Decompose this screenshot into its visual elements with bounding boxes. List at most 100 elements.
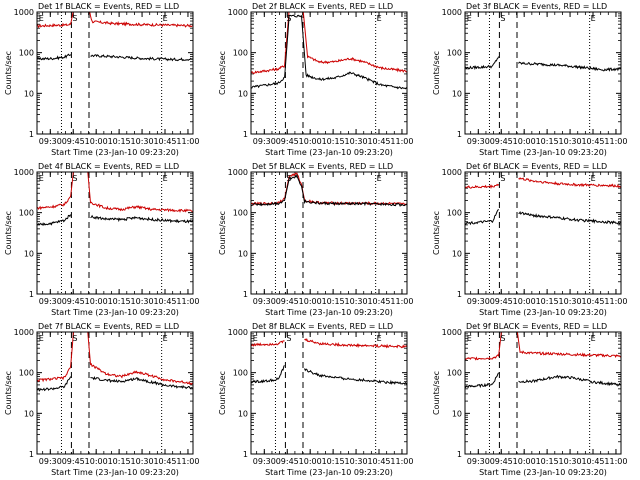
x-tick-label: 10:00 — [85, 137, 108, 146]
x-axis-label: Start Time (23-Jan-10 09:23:20) — [51, 148, 179, 157]
x-tick-label: 11:00 — [604, 457, 627, 466]
marker-label: S — [286, 174, 291, 183]
y-tick-label: 100 — [447, 209, 462, 218]
marker-label: E — [163, 174, 168, 183]
marker-label: E — [163, 14, 168, 23]
plot-panel: Det 1f BLACK = Events, RED = LLD Counts/s… — [4, 2, 199, 157]
marker-label: E — [591, 174, 596, 183]
x-tick-label: 10:00 — [85, 457, 108, 466]
plot-frame — [250, 331, 408, 455]
plot-title: Det 9f BLACK = Events, RED = LLD — [466, 322, 607, 331]
x-tick-label: 10:30 — [345, 137, 368, 146]
y-tick-label: 100 — [19, 209, 34, 218]
x-tick-label: 10:30 — [559, 137, 582, 146]
x-tick-label: 10:45 — [153, 457, 176, 466]
marker-label: S — [72, 334, 77, 343]
x-tick-label: 10:15 — [536, 457, 559, 466]
x-tick-label: 11:00 — [390, 137, 413, 146]
y-tick-label: 1 — [29, 450, 34, 459]
lld-series-line — [251, 340, 285, 347]
y-axis-label: Counts/sec — [218, 371, 227, 415]
lld-series-line — [465, 332, 502, 361]
lld-series-line — [251, 12, 407, 75]
plot-title: Det 6f BLACK = Events, RED = LLD — [466, 162, 607, 171]
y-tick-label: 1000 — [442, 8, 462, 17]
x-tick-label: 10:45 — [367, 137, 390, 146]
lld-series-line — [251, 172, 407, 206]
plot-frame — [250, 171, 408, 295]
marker-label: S — [500, 174, 505, 183]
y-tick-label: 10 — [238, 249, 248, 258]
marker-label: S — [72, 14, 77, 23]
marker-label: S — [500, 334, 505, 343]
marker-label: S — [500, 14, 505, 23]
events-series-line — [465, 372, 500, 389]
plot-title: Det 2f BLACK = Events, RED = LLD — [252, 2, 393, 11]
x-tick-label: 11:00 — [604, 297, 627, 306]
x-tick-label: 10:45 — [153, 297, 176, 306]
x-tick-label: 09:45 — [62, 457, 85, 466]
y-tick-label: 100 — [447, 49, 462, 58]
y-axis-label: Counts/sec — [218, 51, 227, 95]
x-tick-label: 10:45 — [153, 137, 176, 146]
events-series-line — [90, 54, 193, 62]
x-tick-label: 10:30 — [131, 297, 154, 306]
y-tick-label: 10 — [24, 89, 34, 98]
events-series-line — [37, 376, 72, 392]
events-series-line — [37, 214, 72, 227]
y-tick-label: 1000 — [228, 8, 248, 17]
plot-panel: Det 6f BLACK = Events, RED = LLD Counts/s… — [432, 162, 627, 317]
y-axis-label: Counts/sec — [4, 211, 13, 255]
x-tick-label: 10:15 — [536, 137, 559, 146]
lld-series-line — [37, 332, 193, 386]
plot-panel: Det 9f BLACK = Events, RED = LLD Counts/s… — [432, 322, 627, 477]
x-tick-label: 10:15 — [108, 457, 131, 466]
x-tick-label: 11:00 — [390, 457, 413, 466]
lld-series-line — [37, 12, 74, 29]
events-series-line — [90, 375, 193, 390]
y-tick-label: 1 — [243, 130, 248, 139]
y-tick-label: 1 — [457, 290, 462, 299]
marker-label: E — [377, 14, 382, 23]
x-axis-label: Start Time (23-Jan-10 09:23:20) — [479, 308, 607, 317]
x-tick-label: 11:00 — [176, 137, 199, 146]
plot-frame — [36, 331, 194, 455]
x-tick-label: 10:30 — [345, 457, 368, 466]
events-series-line — [37, 53, 72, 61]
y-tick-label: 1 — [457, 450, 462, 459]
x-tick-label: 10:45 — [581, 297, 604, 306]
marker-label: S — [72, 174, 77, 183]
x-tick-label: 10:00 — [513, 457, 536, 466]
plot-frame — [464, 11, 622, 135]
y-tick-label: 1 — [243, 450, 248, 459]
plot-panel: Det 5f BLACK = Events, RED = LLD Counts/s… — [218, 162, 413, 317]
y-axis-label: Counts/sec — [4, 371, 13, 415]
plot-panel: Det 7f BLACK = Events, RED = LLD Counts/s… — [4, 322, 199, 477]
x-axis-label: Start Time (23-Jan-10 09:23:20) — [265, 468, 393, 477]
marker-label: E — [467, 334, 472, 343]
x-tick-label: 11:00 — [176, 457, 199, 466]
y-tick-label: 10 — [238, 89, 248, 98]
x-tick-label: 10:45 — [581, 137, 604, 146]
events-series-line — [518, 210, 621, 225]
x-axis-label: Start Time (23-Jan-10 09:23:20) — [265, 148, 393, 157]
y-tick-label: 100 — [233, 209, 248, 218]
x-axis-label: Start Time (23-Jan-10 09:23:20) — [51, 308, 179, 317]
x-tick-label: 10:00 — [299, 297, 322, 306]
x-tick-label: 10:45 — [581, 457, 604, 466]
marker-label: E — [591, 334, 596, 343]
events-series-line — [465, 209, 499, 226]
plot-panel: Det 4f BLACK = Events, RED = LLD Counts/s… — [4, 162, 199, 317]
x-tick-label: 10:30 — [131, 457, 154, 466]
y-tick-label: 1000 — [442, 328, 462, 337]
y-tick-label: 100 — [447, 369, 462, 378]
y-tick-label: 1000 — [14, 328, 34, 337]
y-tick-label: 10 — [452, 249, 462, 258]
x-tick-label: 09:45 — [276, 297, 299, 306]
events-series-line — [518, 374, 621, 387]
plot-frame — [464, 171, 622, 295]
events-series-line — [90, 214, 193, 224]
x-tick-label: 10:15 — [108, 137, 131, 146]
x-tick-label: 11:00 — [604, 137, 627, 146]
